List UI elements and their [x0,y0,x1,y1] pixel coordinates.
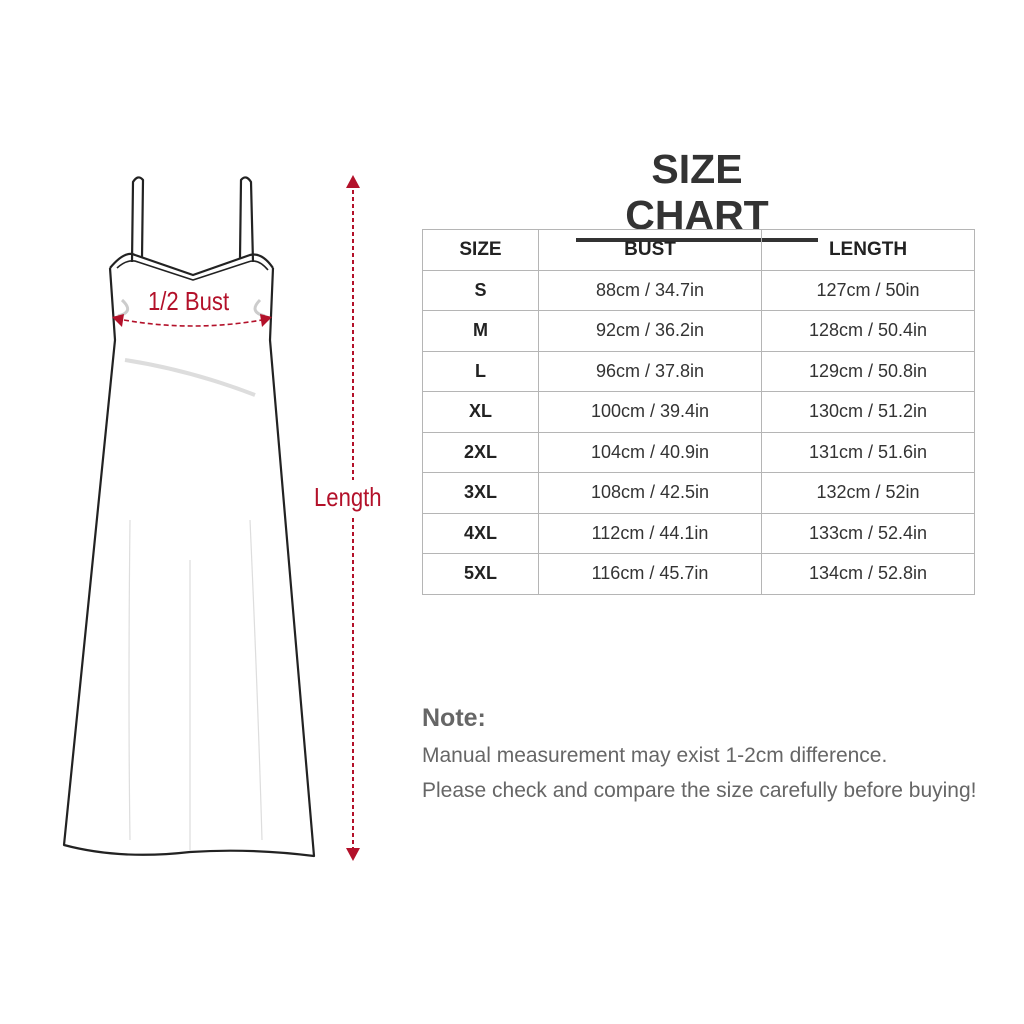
cell-size: S [422,269,539,311]
cell-bust: 104cm / 40.9in [538,431,762,473]
header-bust: BUST [538,229,762,271]
note-heading: Note: [422,704,486,732]
length-measure-arrow [346,175,360,861]
cell-bust: 96cm / 37.8in [538,350,762,392]
table-row: L 96cm / 37.8in 129cm / 50.8in [422,350,975,392]
cell-bust: 112cm / 44.1in [538,512,762,554]
cell-length: 131cm / 51.6in [761,431,975,473]
cell-length: 130cm / 51.2in [761,391,975,433]
cell-length: 129cm / 50.8in [761,350,975,392]
table-row: 2XL 104cm / 40.9in 131cm / 51.6in [422,431,975,473]
right-strap [238,176,255,263]
cell-size: 4XL [422,512,539,554]
note-text: Manual measurement may exist 1-2cm diffe… [422,738,1002,808]
cell-length: 132cm / 52in [761,472,975,514]
left-strap [130,176,145,263]
note-line: Manual measurement may exist 1-2cm diffe… [422,744,888,767]
cell-bust: 116cm / 45.7in [538,553,762,595]
header-length: LENGTH [761,229,975,271]
cell-bust: 108cm / 42.5in [538,472,762,514]
page-title: SIZE CHART [576,146,818,242]
cell-size: XL [422,391,539,433]
cell-size: M [422,310,539,352]
note-line: Please check and compare the size carefu… [422,779,977,802]
bust-measure-arrow [112,314,272,327]
cell-bust: 92cm / 36.2in [538,310,762,352]
cell-length: 134cm / 52.8in [761,553,975,595]
header-size: SIZE [422,229,539,271]
table-row: 5XL 116cm / 45.7in 134cm / 52.8in [422,553,975,595]
table-row: M 92cm / 36.2in 128cm / 50.4in [422,310,975,352]
neckline [109,252,274,277]
cell-length: 133cm / 52.4in [761,512,975,554]
cell-length: 127cm / 50in [761,269,975,311]
table-header-row: SIZE BUST LENGTH [422,229,975,271]
cell-size: 2XL [422,431,539,473]
size-table: SIZE BUST LENGTH S 88cm / 34.7in 127cm / 5… [422,229,975,595]
table-row: XL 100cm / 39.4in 130cm / 51.2in [422,391,975,433]
bust-label: 1/2 Bust [148,286,230,316]
cell-size: L [422,350,539,392]
length-label: Length [314,482,382,512]
cell-size: 3XL [422,472,539,514]
table-row: S 88cm / 34.7in 127cm / 50in [422,269,975,311]
cell-size: 5XL [422,553,539,595]
table-row: 4XL 112cm / 44.1in 133cm / 52.4in [422,512,975,554]
dress-body [62,267,316,858]
cell-bust: 88cm / 34.7in [538,269,762,311]
table-row: 3XL 108cm / 42.5in 132cm / 52in [422,472,975,514]
cell-length: 128cm / 50.4in [761,310,975,352]
cell-bust: 100cm / 39.4in [538,391,762,433]
